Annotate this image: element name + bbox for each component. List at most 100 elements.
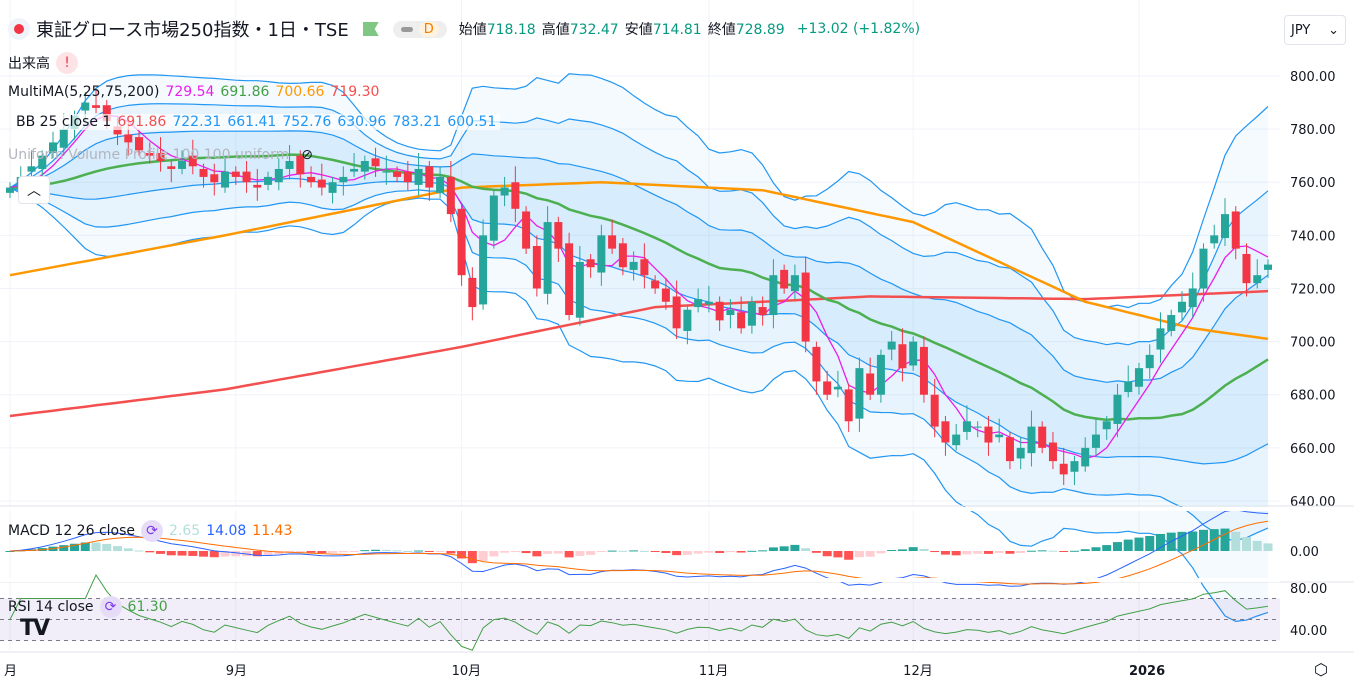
candle[interactable] — [661, 288, 670, 302]
candle[interactable] — [1145, 354, 1154, 369]
candle[interactable] — [769, 275, 778, 316]
candle[interactable] — [210, 174, 219, 183]
settings-gear-icon[interactable]: ⬡ — [1314, 660, 1328, 679]
candle[interactable] — [1091, 434, 1100, 448]
candle[interactable] — [350, 168, 359, 172]
candle[interactable] — [919, 346, 928, 395]
candle[interactable] — [995, 434, 1004, 438]
candle[interactable] — [1124, 381, 1133, 393]
candle[interactable] — [1005, 437, 1014, 462]
candle[interactable] — [941, 421, 950, 443]
candle[interactable] — [909, 341, 918, 366]
candle[interactable] — [575, 261, 584, 318]
candle[interactable] — [489, 195, 498, 241]
candle[interactable] — [307, 176, 316, 183]
candle[interactable] — [479, 235, 488, 305]
candle[interactable] — [1253, 275, 1262, 284]
candle[interactable] — [962, 421, 971, 432]
candle[interactable] — [1059, 463, 1068, 475]
symbol-title[interactable]: 東証グロース市場250指数・1日・TSE — [36, 20, 349, 41]
candle[interactable] — [1188, 288, 1197, 308]
candle[interactable] — [81, 102, 90, 111]
candle[interactable] — [1242, 253, 1251, 284]
candle[interactable] — [6, 187, 14, 193]
candle[interactable] — [833, 386, 842, 390]
candle[interactable] — [683, 309, 692, 331]
candle[interactable] — [468, 277, 477, 308]
candle[interactable] — [253, 184, 262, 188]
candle[interactable] — [274, 168, 283, 183]
candle[interactable] — [145, 153, 154, 156]
candle[interactable] — [1264, 264, 1272, 270]
candle[interactable] — [532, 245, 541, 289]
candle[interactable] — [898, 344, 907, 369]
candle[interactable] — [156, 153, 165, 161]
candle[interactable] — [672, 296, 681, 329]
candle[interactable] — [1027, 426, 1036, 454]
candle[interactable] — [436, 176, 445, 193]
candle[interactable] — [1167, 315, 1176, 331]
candle[interactable] — [414, 168, 423, 185]
candle[interactable] — [339, 176, 348, 183]
volume-label[interactable]: 出来高 — [8, 56, 50, 72]
candle[interactable] — [608, 235, 617, 249]
candle[interactable] — [866, 373, 875, 395]
candle[interactable] — [1081, 447, 1090, 467]
candle[interactable] — [887, 341, 896, 350]
macd-label[interactable]: MACD 12 26 close — [8, 523, 136, 539]
candle[interactable] — [382, 171, 391, 173]
candle[interactable] — [737, 312, 746, 329]
tradingview-logo[interactable]: TV — [20, 616, 50, 641]
candle[interactable] — [812, 346, 821, 382]
candle[interactable] — [59, 129, 68, 148]
candle[interactable] — [135, 137, 144, 151]
candle[interactable] — [704, 301, 713, 305]
candle[interactable] — [1102, 421, 1111, 430]
candle[interactable] — [844, 389, 853, 422]
candle[interactable] — [296, 155, 305, 175]
candle[interactable] — [1070, 461, 1079, 472]
candle[interactable] — [500, 187, 509, 196]
candle[interactable] — [801, 272, 810, 342]
candle[interactable] — [425, 166, 434, 188]
candle[interactable] — [1177, 301, 1186, 313]
candle[interactable] — [694, 299, 703, 308]
candle[interactable] — [522, 211, 531, 249]
candle[interactable] — [629, 261, 638, 270]
multima-label[interactable]: MultiMA(5,25,75,200) — [8, 84, 160, 100]
candle[interactable] — [823, 381, 832, 395]
interval-pill[interactable]: D — [392, 20, 447, 38]
candle[interactable] — [876, 354, 885, 395]
candle[interactable] — [565, 243, 574, 316]
candle[interactable] — [242, 171, 251, 183]
candle[interactable] — [930, 394, 939, 427]
candle[interactable] — [38, 155, 47, 169]
candle[interactable] — [92, 105, 101, 108]
candle[interactable] — [1156, 328, 1165, 350]
candle[interactable] — [758, 307, 767, 316]
rsi-label[interactable]: RSI 14 close — [8, 599, 94, 615]
vp-label[interactable]: Uniform Volume Profile 100 100 uniform — [8, 147, 290, 163]
alert-icon[interactable]: ! — [56, 52, 78, 74]
flag-icon[interactable] — [362, 22, 379, 36]
candle[interactable] — [1220, 214, 1229, 239]
candle[interactable] — [188, 155, 197, 167]
candle[interactable] — [1134, 368, 1143, 387]
candle[interactable] — [371, 158, 380, 167]
candle[interactable] — [328, 182, 337, 193]
refresh-icon[interactable]: ⟳ — [99, 596, 122, 618]
candle[interactable] — [1231, 211, 1240, 249]
candle[interactable] — [1210, 235, 1219, 244]
candle[interactable] — [1048, 442, 1057, 462]
candle[interactable] — [511, 182, 520, 209]
candle[interactable] — [178, 160, 187, 169]
candle[interactable] — [1199, 248, 1208, 289]
candle[interactable] — [231, 171, 240, 177]
candle[interactable] — [715, 301, 724, 321]
candle[interactable] — [973, 426, 982, 428]
candle[interactable] — [167, 166, 176, 169]
candle[interactable] — [1038, 426, 1047, 448]
candle[interactable] — [446, 176, 455, 215]
candle[interactable] — [543, 222, 552, 294]
candle[interactable] — [640, 259, 649, 276]
